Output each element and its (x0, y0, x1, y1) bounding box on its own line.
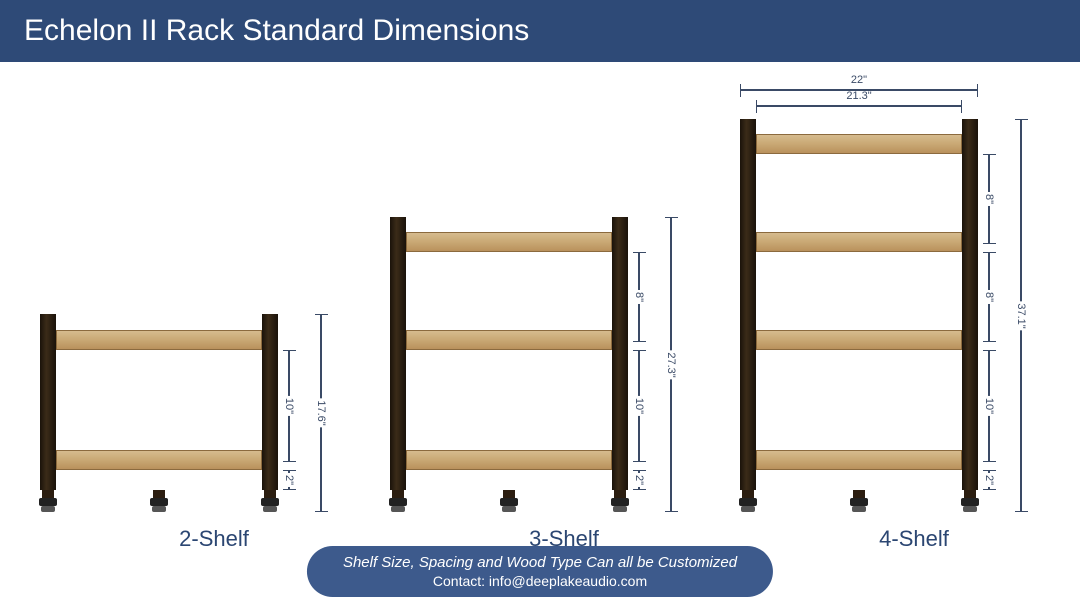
dim-label: 17.6" (315, 398, 327, 427)
rack-3: 2"10"8"27.3"3-Shelf (390, 217, 738, 512)
dim-label: 10" (983, 396, 995, 416)
rack-foot (39, 490, 57, 512)
dim-label: 8" (633, 290, 645, 304)
rack-shelf (756, 232, 962, 252)
racks-container: 2"10"17.6"2-Shelf2"10"8"27.3"3-Shelf2"10… (0, 72, 1080, 512)
rack-shelf (406, 232, 612, 252)
dim-vertical: 10" (988, 350, 990, 462)
dim-vertical: 10" (288, 350, 290, 462)
footer-line-2: Contact: info@deeplakeaudio.com (343, 573, 737, 589)
rack-shelf (406, 330, 612, 350)
rack-shelf (56, 330, 262, 350)
rack-leg (962, 119, 978, 490)
dim-label: 37.1" (1015, 301, 1027, 330)
rack-foot (739, 490, 757, 512)
rack-shelf (756, 330, 962, 350)
footer-pill: Shelf Size, Spacing and Wood Type Can al… (307, 546, 773, 597)
dim-vertical-total: 27.3" (670, 217, 672, 512)
rack-foot (261, 490, 279, 512)
dim-vertical-total: 37.1" (1020, 119, 1022, 512)
dim-horizontal: 22" (740, 89, 978, 91)
dim-vertical: 8" (988, 252, 990, 342)
dim-vertical: 10" (638, 350, 640, 462)
rack-leg (262, 314, 278, 490)
rack-shelf (756, 134, 962, 154)
dim-vertical: 2" (288, 470, 290, 490)
dim-vertical: 2" (988, 470, 990, 490)
dim-label: 21.3" (846, 90, 871, 102)
rack-leg (40, 314, 56, 490)
dim-label: 2" (633, 473, 645, 487)
dim-label: 8" (983, 192, 995, 206)
dim-vertical: 8" (988, 154, 990, 244)
rack-foot (850, 490, 868, 512)
rack-4: 2"10"8"8"37.1"21.3"22"4-Shelf (740, 119, 1080, 512)
rack-shelf (406, 450, 612, 470)
rack-foot (150, 490, 168, 512)
footer-line-1: Shelf Size, Spacing and Wood Type Can al… (343, 554, 737, 571)
dim-vertical: 8" (638, 252, 640, 342)
rack-foot (389, 490, 407, 512)
rack-shelf (56, 450, 262, 470)
rack-shelf (756, 450, 962, 470)
rack-foot (500, 490, 518, 512)
rack-foot (611, 490, 629, 512)
dim-label: 10" (633, 396, 645, 416)
rack-leg (390, 217, 406, 490)
page-title: Echelon II Rack Standard Dimensions (24, 14, 529, 48)
dim-vertical-total: 17.6" (320, 314, 322, 512)
rack-foot (961, 490, 979, 512)
dim-label: 2" (983, 473, 995, 487)
dim-label: 2" (283, 473, 295, 487)
dim-label: 8" (983, 290, 995, 304)
dim-horizontal: 21.3" (756, 105, 962, 107)
rack-label: 4-Shelf (740, 526, 1080, 552)
rack-leg (612, 217, 628, 490)
rack-leg (740, 119, 756, 490)
rack-2: 2"10"17.6"2-Shelf (40, 314, 388, 512)
dim-label: 27.3" (665, 350, 677, 379)
dim-label: 10" (283, 396, 295, 416)
dim-label: 22" (851, 74, 867, 86)
dim-vertical: 2" (638, 470, 640, 490)
header-bar: Echelon II Rack Standard Dimensions (0, 0, 1080, 62)
